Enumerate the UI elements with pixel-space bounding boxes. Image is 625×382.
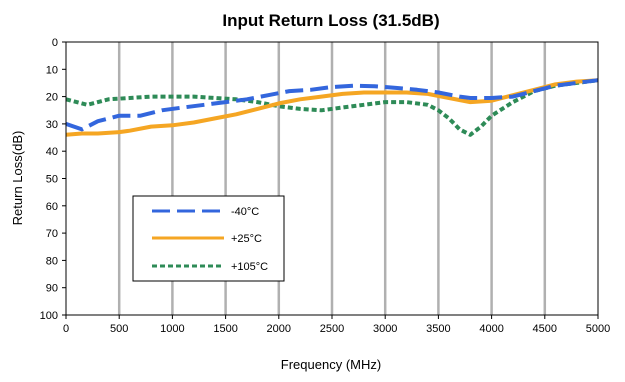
x-tick-label: 2000 xyxy=(267,323,291,335)
x-tick-label: 1000 xyxy=(160,323,184,335)
legend: -40°C +25°C +105°C xyxy=(132,195,285,282)
x-tick-label: 500 xyxy=(110,323,128,335)
x-axis-label: Frequency (MHz) xyxy=(281,357,381,372)
y-tick-label: 70 xyxy=(46,228,58,240)
series-line xyxy=(65,78,599,137)
x-tick-label: 1500 xyxy=(213,323,237,335)
x-tick-label: 4500 xyxy=(533,323,557,335)
legend-label: -40°C xyxy=(231,206,259,218)
legend-items: -40°C +25°C +105°C xyxy=(152,206,268,273)
x-tick-label: 4000 xyxy=(479,323,503,335)
y-tick-label: 90 xyxy=(46,283,58,295)
y-tick-label: 100 xyxy=(40,310,58,322)
chart-title: Input Return Loss (31.5dB) xyxy=(222,11,439,30)
x-tick-label: 0 xyxy=(63,323,69,335)
x-tick-label: 5000 xyxy=(586,323,610,335)
y-tick-label: 50 xyxy=(46,174,58,186)
y-tick-label: 80 xyxy=(46,255,58,267)
x-tick-label: 3000 xyxy=(373,323,397,335)
series-line xyxy=(65,78,599,132)
x-tick-label: 3500 xyxy=(426,323,450,335)
y-tick-label: 20 xyxy=(46,92,58,104)
series-line xyxy=(65,78,599,137)
y-tick-label: 60 xyxy=(46,201,58,213)
y-tick-label: 0 xyxy=(52,37,58,49)
legend-label: +105°C xyxy=(231,261,268,273)
x-tick-label: 2500 xyxy=(320,323,344,335)
y-tick-label: 30 xyxy=(46,119,58,131)
series-lines xyxy=(65,78,599,137)
y-tick-label: 40 xyxy=(46,146,58,158)
legend-label: +25°C xyxy=(231,233,262,245)
y-axis-label: Return Loss(dB) xyxy=(10,131,25,226)
y-tick-label: 10 xyxy=(46,64,58,76)
